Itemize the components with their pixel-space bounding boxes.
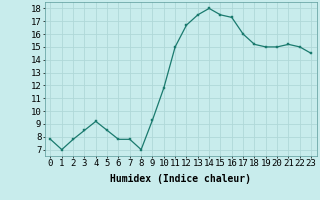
X-axis label: Humidex (Indice chaleur): Humidex (Indice chaleur) [110,174,251,184]
